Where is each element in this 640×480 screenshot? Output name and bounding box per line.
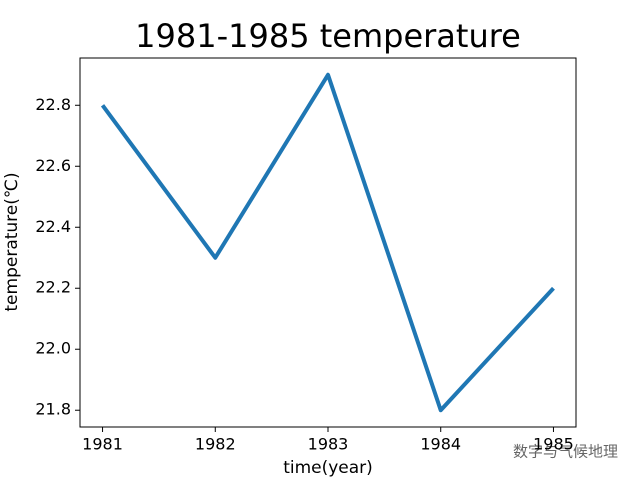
x-tick-label: 1985: [533, 435, 574, 454]
x-tick-label: 1981: [82, 435, 123, 454]
y-tick-label: 22.0: [35, 339, 71, 358]
y-tick-label: 22.2: [35, 278, 71, 297]
y-tick-label: 22.4: [35, 217, 71, 236]
data-line: [100, 72, 555, 413]
watermark: 数字与气候地理: [513, 443, 618, 461]
chart-title: 1981-1985 temperature: [135, 17, 521, 55]
y-tick-label: 22.6: [35, 156, 71, 175]
y-axis-label: temperature(℃): [2, 172, 22, 311]
x-axis-label: time(year): [283, 458, 373, 478]
x-tick-label: 1984: [420, 435, 461, 454]
x-tick-label: 1983: [308, 435, 349, 454]
y-tick-label: 21.8: [35, 400, 71, 419]
y-tick-label: 22.8: [35, 95, 71, 114]
x-tick-label: 1982: [195, 435, 236, 454]
plot-frame: [79, 57, 577, 428]
